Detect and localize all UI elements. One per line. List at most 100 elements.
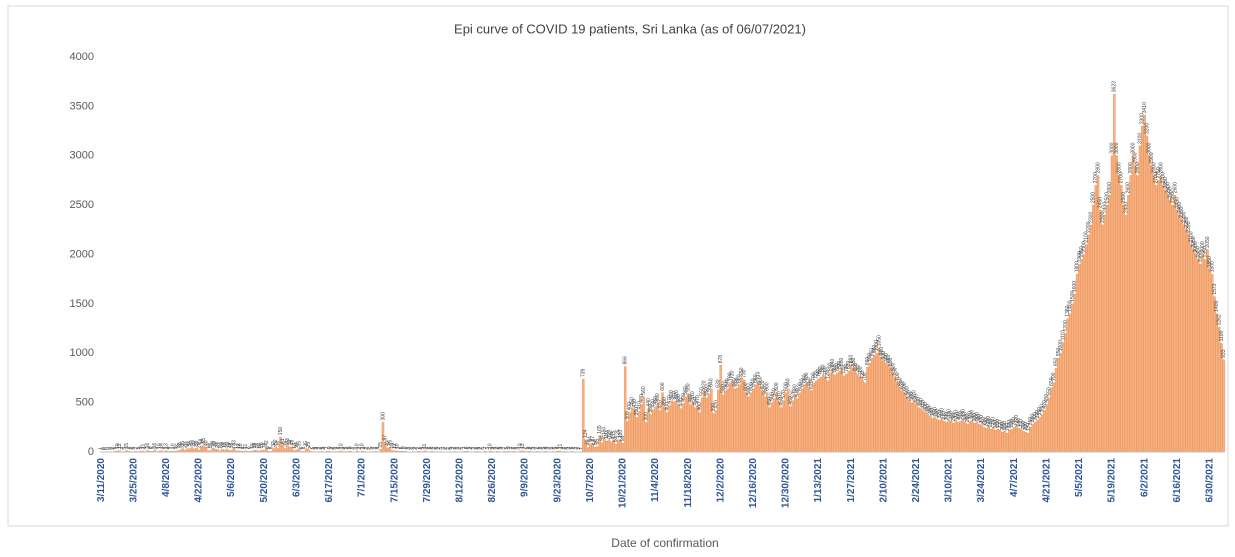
value-label: 620 [900,380,906,389]
value-label: 640 [732,378,738,387]
value-label: 2500 [1105,192,1111,203]
value-label: 4 [376,447,382,450]
bar [181,448,184,453]
value-label: 700 [895,372,901,381]
value-label: 2800 [1135,162,1141,173]
value-label: 3 [576,447,582,450]
bar [1155,185,1158,453]
value-label: 3000 [1114,142,1120,153]
value-label: 640 [800,378,806,387]
value-label: 4 [539,447,545,450]
value-label: 600 [902,382,908,391]
value-label: 310 [958,411,964,420]
value-label: 500 [909,392,915,401]
value-label: 15 [175,443,181,449]
bar [756,381,760,453]
value-label: 230 [1009,419,1015,428]
value-label: 3 [350,447,356,450]
value-label: 94 [599,435,605,441]
value-label: 650 [734,377,740,386]
value-label: 680 [753,374,759,383]
bar [1187,234,1191,453]
value-label: 360 [928,406,934,415]
value-label: 790 [844,363,850,372]
bar [891,372,895,453]
value-label: 4 [548,447,554,450]
bar [610,441,613,453]
x-tick-label: 10/7/2020 [585,458,596,503]
bar [824,376,827,453]
bar [731,380,734,453]
bar [1150,165,1153,453]
value-label: 6 [301,446,307,449]
value-label: 110 [604,431,610,439]
value-label: 6 [550,446,556,449]
value-label: 13 [164,443,170,449]
value-label: 3 [471,447,477,450]
value-label: 5 [310,447,316,450]
value-label: 460 [653,396,659,405]
value-label: 1 [578,447,584,450]
bar [689,404,692,453]
value-label: 5 [334,447,340,450]
bar [1152,175,1156,453]
value-label: 840 [830,358,836,367]
value-label: 0 [105,447,111,450]
bar [961,419,965,453]
bar [1164,190,1167,453]
value-label: 2550 [1168,187,1174,198]
value-label: 11 [243,444,249,449]
bar [605,440,608,453]
x-tick-label: 6/16/2021 [1172,458,1183,503]
value-label: 3 [408,447,414,450]
value-label: 124 [606,429,612,438]
bar [833,374,837,453]
value-label: 490 [655,393,661,402]
value-label: 2000 [1081,241,1087,252]
value-label: 12 [236,443,242,449]
bar [789,406,792,453]
x-tick-label: 8/12/2020 [455,458,466,503]
value-label: 380 [1039,404,1045,413]
value-label: 750 [739,367,745,376]
bar [826,380,830,453]
x-tick-label: 6/17/2020 [324,458,335,503]
value-label: 2050 [1205,236,1211,247]
value-label: 250 [981,417,987,426]
value-label: 11 [140,444,146,449]
bar [1215,313,1219,453]
value-label: 700 [811,372,817,381]
bar [882,360,885,453]
x-tick-label: 4/8/2020 [161,458,172,497]
bar [386,447,389,453]
bar [1157,180,1160,453]
value-label: 3 [485,447,491,450]
bar [677,404,681,453]
x-tick-label: 5/5/2021 [1074,458,1085,497]
bar [884,362,888,453]
bar [770,402,774,453]
bar [1192,249,1195,453]
value-label: 700 [804,372,810,381]
bar [947,419,951,453]
value-label: 2200 [1186,221,1192,232]
value-label: 880 [886,355,892,364]
value-label: 3000 [1147,142,1153,153]
value-label: 900 [883,353,889,362]
bar [950,421,953,453]
bar [1040,414,1044,453]
value-label: 46 [189,440,195,446]
bar [1019,429,1023,453]
value-label: 2500 [1170,192,1176,203]
value-label: 10 [338,443,344,449]
value-label: 4 [315,447,321,450]
value-label: 3200 [1144,123,1150,134]
value-label: 2600 [1165,182,1171,193]
value-label: 2 [357,447,363,450]
bar [647,408,650,453]
bar [852,367,855,453]
value-label: 2700 [1119,172,1125,183]
value-label: 620 [702,380,708,389]
value-label: 4 [143,447,149,450]
value-label: 730 [741,369,747,378]
